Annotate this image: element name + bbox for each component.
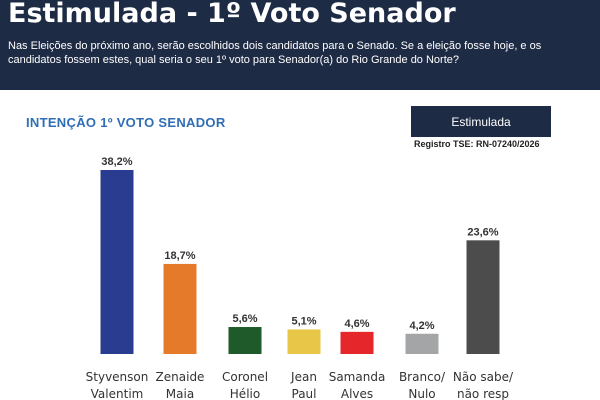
category-label-6-1: não resp	[457, 387, 509, 400]
category-label-1-0: Zenaide	[156, 370, 205, 384]
category-label-2-1: Hélio	[230, 387, 260, 400]
bar-0	[100, 170, 134, 354]
bar-4	[340, 331, 374, 354]
value-label-0: 38,2%	[101, 156, 132, 168]
value-label-4: 4,6%	[344, 318, 369, 330]
category-label-0-1: Valentim	[91, 387, 144, 400]
category-label-0-0: Styvenson	[86, 370, 149, 384]
category-label-5-1: Nulo	[408, 387, 435, 400]
category-label-3-1: Paul	[292, 387, 317, 400]
value-label-5: 4,2%	[409, 320, 434, 332]
value-label-3: 5,1%	[291, 315, 316, 327]
category-label-6-0: Não sabe/	[453, 370, 514, 384]
registro-tse-label: Registro TSE: RN-07240/2026	[414, 139, 540, 149]
bar-5	[405, 333, 439, 354]
page-title: Estimulada - 1º Voto Senador	[8, 0, 456, 29]
bar-6	[466, 240, 500, 354]
category-label-4-1: Alves	[341, 387, 373, 400]
value-label-2: 5,6%	[232, 313, 257, 325]
category-label-2-0: Coronel	[222, 370, 268, 384]
chart-title: INTENÇÃO 1º VOTO SENADOR	[26, 115, 226, 130]
category-label-5-0: Branco/	[399, 370, 446, 384]
question-text: Nas Eleições do próximo ano, serão escol…	[8, 40, 542, 66]
bar-2	[228, 327, 262, 354]
category-label-1-1: Maia	[166, 387, 194, 400]
bar-1	[163, 263, 197, 354]
category-label-3-0: Jean	[290, 370, 317, 384]
category-label-4-0: Samanda	[329, 370, 386, 384]
value-label-6: 23,6%	[467, 226, 498, 238]
header-banner: Estimulada - 1º Voto Senador Nas Eleiçõe…	[0, 0, 600, 90]
value-label-1: 18,7%	[164, 250, 195, 262]
bar-3	[287, 329, 321, 354]
estimulada-badge: Estimulada	[411, 106, 551, 137]
